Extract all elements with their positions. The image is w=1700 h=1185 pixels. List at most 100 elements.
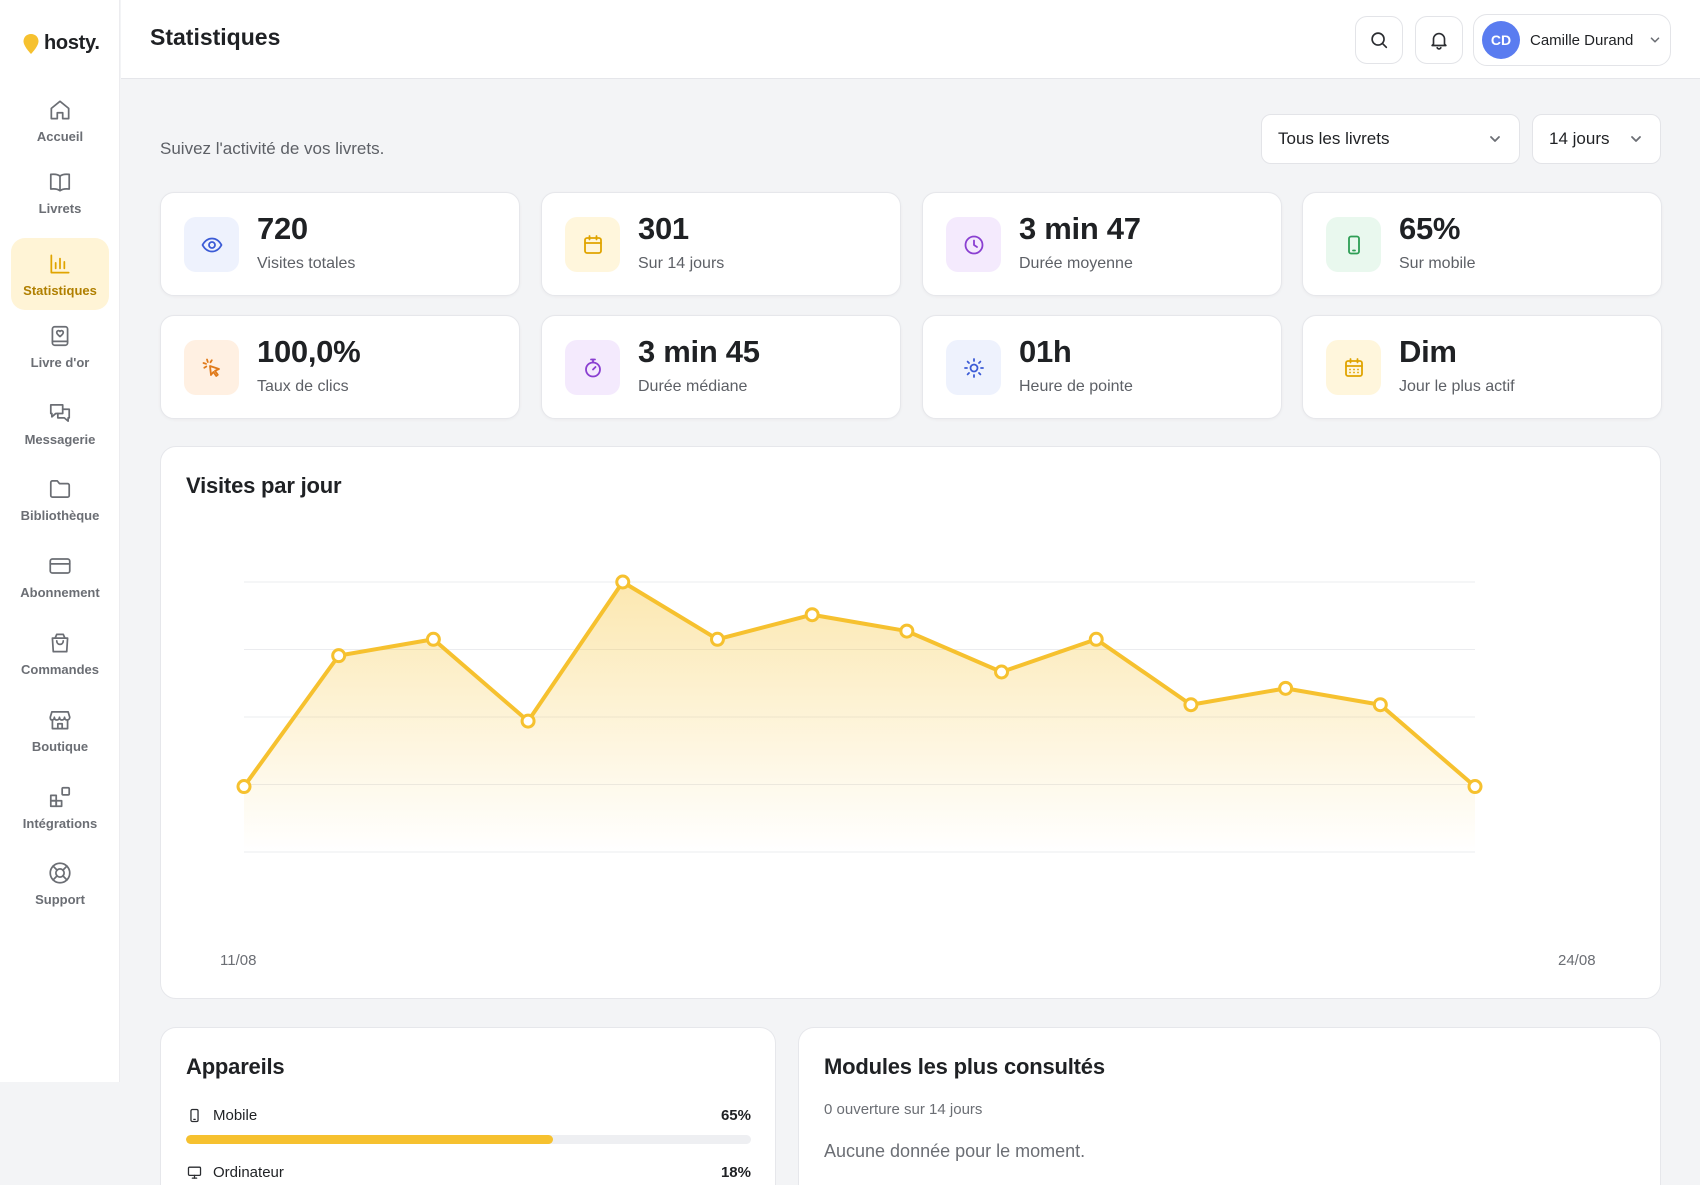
stat-value: Dim (1399, 334, 1457, 369)
stat-icon-box (184, 217, 239, 272)
chart-series-line (242, 580, 1477, 789)
chat-icon (49, 403, 71, 422)
modules-empty-state: Aucune donnée pour le moment. (824, 1141, 1086, 1161)
stat-icon-box (565, 217, 620, 272)
search-icon (1371, 32, 1388, 49)
chart-point-24/08[interactable] (1467, 779, 1483, 795)
user-menu[interactable]: CD Camille Durand (1473, 14, 1671, 66)
sidebar: hosty. Accueil Livrets Statistiques Livr… (0, 0, 120, 1082)
sidebar-item-statistiques[interactable]: Statistiques (11, 238, 109, 310)
chart-point-19/08[interactable] (994, 664, 1010, 680)
stat-value: 720 (257, 211, 308, 246)
modules-card: Modules les plus consultés 0 ouverture s… (798, 1027, 1661, 1185)
device-name: Ordinateur (213, 1164, 284, 1181)
avatar: CD (1482, 21, 1520, 59)
chart-point-14/08[interactable] (520, 713, 536, 729)
chart-point-15/08[interactable] (615, 574, 631, 590)
chevron-down-icon (1490, 136, 1500, 142)
search-button[interactable] (1355, 16, 1403, 64)
stat-label: Durée médiane (638, 378, 748, 395)
sidebar-item-bibliotheque[interactable]: Bibliothèque (11, 463, 109, 535)
chevron-down-icon (1631, 136, 1641, 142)
stat-value: 3 min 45 (638, 334, 760, 369)
shopping-bag-icon (51, 632, 69, 653)
stat-card-peak-hour: 01h Heure de pointe (922, 315, 1282, 419)
device-bar-mobile (186, 1135, 751, 1144)
device-bar-fill (186, 1135, 554, 1144)
chart-point-20/08[interactable] (1088, 631, 1104, 647)
stat-icon-box (565, 340, 620, 395)
sidebar-item-messagerie[interactable]: Messagerie (11, 387, 109, 459)
stat-label: Sur mobile (1399, 255, 1476, 272)
chart-point-21/08[interactable] (1183, 697, 1199, 713)
x-tick-label-end: 24/08 (1558, 952, 1596, 969)
stat-label: Durée moyenne (1019, 255, 1133, 272)
chart-point-13/08[interactable] (425, 631, 441, 647)
stat-value: 65% (1399, 211, 1461, 246)
chart-points (236, 574, 1483, 795)
logo[interactable]: hosty. (22, 32, 100, 55)
stat-icon-box (1326, 340, 1381, 395)
chart-point-22/08[interactable] (1278, 680, 1294, 696)
sidebar-item-boutique[interactable]: Boutique (11, 694, 109, 766)
chart-point-18/08[interactable] (899, 623, 915, 639)
stat-card-click-rate: 100,0% Taux de clics (160, 315, 520, 419)
chart-point-16/08[interactable] (709, 631, 725, 647)
device-percent: 18% (720, 1164, 751, 1181)
sidebar-item-label: Livre d'or (30, 354, 90, 370)
devices-card: Appareils Mobile 65% Ordinateur 18% (160, 1027, 776, 1185)
stat-card-14-days: 301 Sur 14 jours (541, 192, 901, 296)
stat-value: 01h (1019, 334, 1072, 369)
chart-point-17/08[interactable] (804, 607, 820, 623)
calendar-days-icon (1344, 357, 1363, 377)
sidebar-item-label: Livrets (38, 200, 82, 216)
x-tick-label-start: 11/08 (220, 952, 257, 969)
sidebar-item-livrets[interactable]: Livrets (11, 156, 109, 228)
sidebar-item-label: Statistiques (23, 282, 97, 298)
sidebar-item-label: Accueil (36, 128, 84, 144)
booklet-select[interactable]: Tous les livrets (1261, 114, 1520, 164)
user-name: Camille Durand (1530, 31, 1634, 49)
stat-label: Heure de pointe (1019, 378, 1133, 395)
home-icon (50, 99, 70, 120)
sidebar-item-label: Abonnement (20, 584, 100, 600)
sidebar-item-support[interactable]: Support (11, 847, 109, 919)
page-subtitle: Suivez l'activité de vos livrets. (160, 139, 385, 158)
sidebar-item-commandes[interactable]: Commandes (11, 617, 109, 689)
stat-value: 301 (638, 211, 689, 246)
period-select-value: 14 jours (1549, 129, 1610, 148)
sidebar-item-livre-dor[interactable]: Livre d'or (11, 310, 109, 382)
bell-icon (1431, 32, 1447, 50)
cursor-click-icon (202, 358, 220, 377)
device-row-desktop: Ordinateur 18% (186, 1164, 751, 1181)
stopwatch-icon (584, 358, 601, 377)
store-icon (49, 710, 71, 730)
mobile-icon (190, 1108, 199, 1123)
device-row-mobile: Mobile 65% (186, 1107, 751, 1124)
chevron-down-icon (1650, 37, 1660, 43)
stat-icon-box (184, 340, 239, 395)
devices-title: Appareils (186, 1054, 285, 1079)
sidebar-item-accueil[interactable]: Accueil (11, 84, 109, 156)
stat-label: Taux de clics (257, 378, 349, 395)
sidebar-item-integrations[interactable]: Intégrations (11, 771, 109, 843)
sidebar-item-label: Support (35, 891, 85, 907)
visits-line-chart (236, 574, 1483, 853)
chart-point-23/08[interactable] (1372, 697, 1388, 713)
stat-card-avg-duration: 3 min 47 Durée moyenne (922, 192, 1282, 296)
stat-icon-box (946, 217, 1001, 272)
chart-point-12/08[interactable] (331, 648, 347, 664)
lifebuoy-icon (49, 861, 71, 884)
sidebar-item-abonnement[interactable]: Abonnement (11, 540, 109, 612)
chart-point-11/08[interactable] (236, 779, 252, 795)
stat-label: Sur 14 jours (638, 255, 725, 272)
book-icon (49, 172, 71, 192)
notifications-button[interactable] (1415, 16, 1463, 64)
bar-chart-icon (50, 253, 70, 274)
period-select[interactable]: 14 jours (1532, 114, 1661, 164)
chart-title: Visites par jour (186, 473, 342, 498)
visits-chart-card: Visites par jour 11/08 24/08 (160, 446, 1661, 999)
sidebar-item-label: Boutique (31, 738, 89, 754)
pin-logo-icon (23, 33, 39, 54)
clock-icon (964, 235, 983, 254)
